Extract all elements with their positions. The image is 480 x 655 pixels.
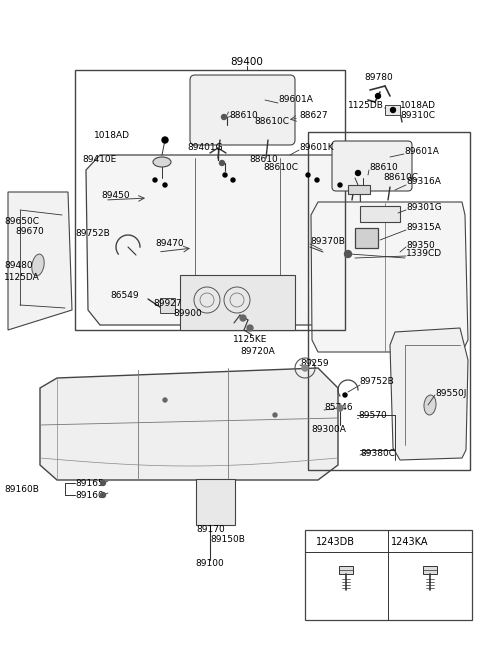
Text: 89480: 89480 — [4, 261, 33, 269]
Circle shape — [345, 250, 351, 257]
Text: 89570: 89570 — [358, 411, 387, 419]
Text: 88610: 88610 — [369, 164, 398, 172]
Polygon shape — [311, 202, 468, 352]
Text: 89670: 89670 — [15, 227, 44, 236]
Bar — [360, 206, 400, 222]
Text: 89720A: 89720A — [240, 346, 275, 356]
Text: 89752B: 89752B — [75, 229, 110, 238]
Circle shape — [343, 393, 347, 397]
Text: 89601K: 89601K — [299, 143, 334, 153]
Text: 89601A: 89601A — [404, 147, 439, 157]
Text: 88610: 88610 — [249, 155, 278, 164]
Text: 89927: 89927 — [153, 299, 181, 309]
Text: 89150B: 89150B — [210, 536, 245, 544]
Ellipse shape — [32, 254, 44, 276]
Bar — [305, 530, 472, 620]
Text: 89165: 89165 — [75, 479, 104, 487]
Circle shape — [163, 398, 167, 402]
Text: 89780: 89780 — [364, 73, 393, 83]
Circle shape — [273, 413, 277, 417]
Text: 1125DB: 1125DB — [348, 102, 384, 111]
Text: 89350: 89350 — [406, 240, 435, 250]
Text: 1018AD: 1018AD — [400, 102, 436, 111]
Text: 85746: 85746 — [324, 403, 353, 413]
Text: 89315A: 89315A — [406, 223, 441, 233]
Bar — [180, 275, 295, 330]
Text: 89300A: 89300A — [311, 426, 346, 434]
Text: 1018AD: 1018AD — [94, 130, 130, 140]
Text: 86549: 86549 — [110, 291, 139, 301]
Circle shape — [375, 94, 381, 98]
Text: 89310C: 89310C — [400, 111, 435, 121]
Circle shape — [221, 115, 227, 119]
Circle shape — [163, 183, 167, 187]
FancyBboxPatch shape — [190, 75, 295, 145]
Ellipse shape — [424, 395, 436, 415]
Polygon shape — [40, 368, 338, 480]
Polygon shape — [390, 328, 468, 460]
Circle shape — [162, 137, 168, 143]
Circle shape — [315, 178, 319, 182]
Text: 1125DA: 1125DA — [4, 274, 40, 282]
Circle shape — [100, 493, 106, 498]
Text: 89259: 89259 — [300, 358, 329, 367]
Circle shape — [338, 183, 342, 187]
Circle shape — [240, 315, 246, 321]
Circle shape — [337, 405, 343, 411]
Ellipse shape — [153, 157, 171, 167]
Circle shape — [100, 481, 106, 485]
Text: 88610C: 88610C — [383, 172, 418, 181]
Text: 89316A: 89316A — [406, 178, 441, 187]
Circle shape — [153, 178, 157, 182]
Text: 89370B: 89370B — [310, 238, 345, 246]
Text: 89160: 89160 — [75, 491, 104, 500]
Circle shape — [219, 160, 225, 166]
Bar — [385, 105, 400, 115]
Circle shape — [231, 178, 235, 182]
Circle shape — [356, 170, 360, 176]
Circle shape — [247, 325, 253, 331]
Circle shape — [306, 173, 310, 177]
Bar — [348, 185, 370, 194]
FancyBboxPatch shape — [332, 141, 412, 191]
Text: 88627: 88627 — [299, 111, 328, 119]
Text: 89400: 89400 — [230, 57, 264, 67]
Text: 1339CD: 1339CD — [406, 250, 442, 259]
Text: 89550J: 89550J — [435, 388, 467, 398]
Text: 89450: 89450 — [101, 191, 130, 200]
Text: 89401G: 89401G — [187, 143, 223, 153]
Text: 89380C: 89380C — [360, 449, 395, 457]
Bar — [423, 566, 437, 574]
Text: 88610C: 88610C — [263, 164, 298, 172]
Polygon shape — [8, 192, 72, 330]
Text: 89650C: 89650C — [4, 217, 39, 227]
Circle shape — [223, 173, 227, 177]
Text: 1125KE: 1125KE — [233, 335, 267, 345]
Bar — [75, 70, 345, 330]
Text: 89170: 89170 — [196, 525, 225, 534]
Polygon shape — [86, 155, 362, 325]
Text: 1243KA: 1243KA — [391, 537, 429, 547]
Text: 89100: 89100 — [196, 559, 224, 567]
Text: 89601A: 89601A — [278, 96, 313, 105]
Text: 88610C: 88610C — [254, 117, 289, 126]
Text: 89900: 89900 — [173, 309, 202, 318]
Bar — [196, 479, 235, 525]
Text: 89470: 89470 — [155, 240, 184, 248]
Circle shape — [391, 107, 396, 113]
Bar — [308, 132, 470, 470]
Text: 89752B: 89752B — [359, 377, 394, 386]
Bar — [355, 228, 378, 248]
Text: 89410E: 89410E — [82, 155, 116, 164]
Circle shape — [302, 365, 308, 371]
Bar — [160, 298, 175, 313]
Text: 1243DB: 1243DB — [315, 537, 355, 547]
Text: 88610: 88610 — [229, 111, 258, 119]
Text: 89301G: 89301G — [406, 202, 442, 212]
Text: 89160B: 89160B — [4, 485, 39, 495]
Bar — [339, 566, 353, 574]
